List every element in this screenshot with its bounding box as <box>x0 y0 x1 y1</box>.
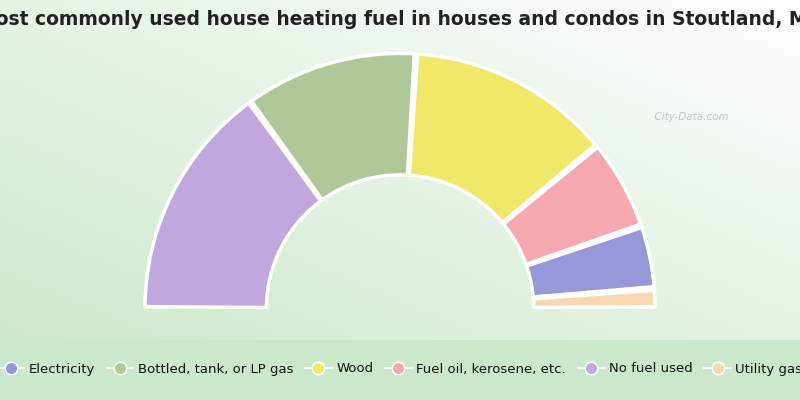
Wedge shape <box>503 147 641 264</box>
Wedge shape <box>410 54 595 222</box>
Text: City-Data.com: City-Data.com <box>648 112 729 122</box>
Wedge shape <box>534 290 655 308</box>
Wedge shape <box>526 228 654 297</box>
Wedge shape <box>145 103 321 308</box>
Text: Most commonly used house heating fuel in houses and condos in Stoutland, MO: Most commonly used house heating fuel in… <box>0 10 800 29</box>
Legend: Electricity, Bottled, tank, or LP gas, Wood, Fuel oil, kerosene, etc., No fuel u: Electricity, Bottled, tank, or LP gas, W… <box>0 357 800 381</box>
Wedge shape <box>251 54 414 200</box>
